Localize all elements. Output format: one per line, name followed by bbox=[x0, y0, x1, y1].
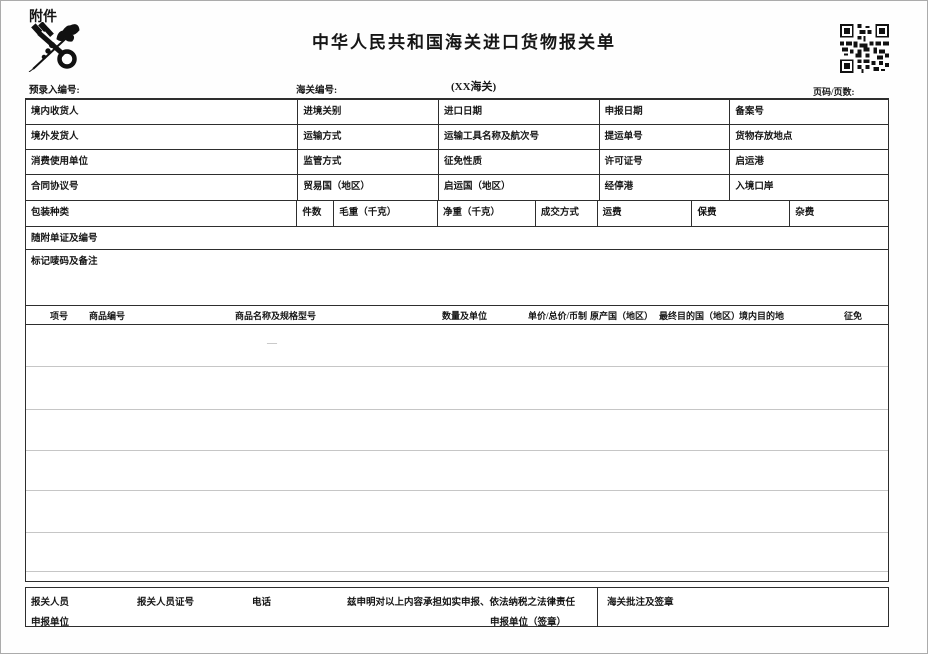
declaring-unit-seal-label: 申报单位（签章） bbox=[490, 618, 567, 628]
customs-note-label: 海关批注及签章 bbox=[607, 598, 674, 608]
field-vessel-voyage: 运输工具名称及航次号 bbox=[439, 125, 600, 149]
scan-artifact-dash: — bbox=[267, 338, 277, 349]
phone-label: 电话 bbox=[252, 598, 272, 608]
field-record-number: 备案号 bbox=[735, 107, 764, 117]
field-transport-mode: 运输方式 bbox=[298, 125, 440, 149]
field-consignor: 境外发货人 bbox=[26, 125, 299, 149]
field-levy-nature: 征免性质 bbox=[439, 150, 600, 174]
items-header-quantity-unit: 数量及单位 bbox=[442, 311, 488, 321]
table-row: 境内收货人 进境关别 进口日期 申报日期 备案号 bbox=[26, 100, 888, 125]
field-marks-remarks: 标记唛码及备注 bbox=[31, 257, 98, 267]
field-piece-count: 件数 bbox=[297, 201, 335, 226]
field-gross-weight: 毛重（千克） bbox=[334, 201, 439, 226]
field-misc-fees: 杂费 bbox=[795, 208, 815, 218]
field-insurance: 保费 bbox=[692, 201, 791, 226]
item-row bbox=[26, 367, 888, 410]
item-row: — bbox=[26, 325, 888, 367]
customs-office: (XX海关) bbox=[451, 81, 497, 93]
item-row bbox=[26, 451, 888, 491]
field-supervision-mode: 监管方式 bbox=[298, 150, 440, 174]
field-trade-country: 贸易国（地区） bbox=[298, 175, 440, 200]
table-row: 消费使用单位 监管方式 征免性质 许可证号 启运港 bbox=[26, 150, 888, 175]
field-origin-country: 启运国（地区） bbox=[439, 175, 600, 200]
items-header-origin-country: 原产国（地区） bbox=[590, 311, 654, 321]
field-bill-number: 提运单号 bbox=[600, 125, 731, 149]
field-consumer-unit: 消费使用单位 bbox=[26, 150, 299, 174]
items-header-price-currency: 单价/总价/币制 bbox=[528, 311, 588, 321]
items-header-commodity-name: 商品名称及规格型号 bbox=[235, 311, 317, 321]
field-entry-customs: 进境关别 bbox=[298, 100, 440, 124]
table-row-marks: 标记唛码及备注 bbox=[26, 250, 888, 306]
field-net-weight: 净重（千克） bbox=[438, 201, 536, 226]
pre-entry-number-label: 预录入编号: bbox=[29, 86, 80, 96]
page-number-label: 页码/页数: bbox=[813, 87, 855, 97]
items-body: — bbox=[26, 325, 888, 581]
footer-customs-cell: 海关批注及签章 bbox=[598, 588, 888, 626]
field-departure-port: 启运港 bbox=[735, 157, 764, 167]
declaration-table: 境内收货人 进境关别 进口日期 申报日期 备案号 境外发货人 运输方式 运输工具… bbox=[25, 98, 889, 582]
table-row: 境外发货人 运输方式 运输工具名称及航次号 提运单号 货物存放地点 bbox=[26, 125, 888, 150]
declaration-footer: 报关人员 报关人员证号 电话 兹申明对以上内容承担如实申报、依法纳税之法律责任 … bbox=[25, 587, 889, 628]
field-declare-date: 申报日期 bbox=[600, 100, 731, 124]
declaration-statement: 兹申明对以上内容承担如实申报、依法纳税之法律责任 bbox=[347, 598, 576, 608]
items-header-item-no: 项号 bbox=[50, 311, 69, 321]
item-row bbox=[26, 491, 888, 533]
item-row bbox=[26, 533, 888, 572]
field-consignee: 境内收货人 bbox=[26, 100, 299, 124]
items-header-commodity-code: 商品编号 bbox=[89, 311, 126, 321]
items-header-levy-exemption: 征免 bbox=[844, 311, 863, 321]
field-storage-place: 货物存放地点 bbox=[735, 132, 793, 142]
field-import-date: 进口日期 bbox=[439, 100, 600, 124]
declaring-unit-label: 申报单位 bbox=[31, 618, 70, 628]
item-row bbox=[26, 410, 888, 451]
field-accompanying-documents: 随附单证及编号 bbox=[31, 234, 98, 244]
table-row: 合同协议号 贸易国（地区） 启运国（地区） 经停港 入境口岸 bbox=[26, 175, 888, 201]
items-header-destination-country: 最终目的国（地区） bbox=[659, 311, 741, 321]
items-header-row: 项号 商品编号 商品名称及规格型号 数量及单位 单价/总价/币制 原产国（地区）… bbox=[26, 306, 888, 325]
field-package-type: 包装种类 bbox=[26, 201, 298, 226]
footer-declarant-cell: 报关人员 报关人员证号 电话 兹申明对以上内容承担如实申报、依法纳税之法律责任 … bbox=[26, 588, 598, 628]
field-entry-port: 入境口岸 bbox=[735, 182, 774, 192]
attachment-label: 附件 bbox=[29, 10, 57, 25]
field-transit-port: 经停港 bbox=[600, 175, 731, 200]
table-bottom-strip bbox=[26, 572, 888, 581]
field-transaction-mode: 成交方式 bbox=[536, 201, 598, 226]
customs-emblem-icon bbox=[26, 21, 80, 77]
declarant-label: 报关人员 bbox=[31, 598, 70, 608]
page-title: 中华人民共和国海关进口货物报关单 bbox=[312, 33, 616, 52]
customs-number-label: 海关编号: bbox=[296, 86, 338, 96]
declarant-id-label: 报关人员证号 bbox=[137, 598, 195, 608]
items-header-domestic-destination: 境内目的地 bbox=[739, 311, 785, 321]
field-license-number: 许可证号 bbox=[600, 150, 731, 174]
field-contract-number: 合同协议号 bbox=[26, 175, 299, 200]
table-row-documents: 随附单证及编号 bbox=[26, 227, 888, 250]
table-row-packaging: 包装种类 件数 毛重（千克） 净重（千克） 成交方式 运费 保费 杂费 bbox=[26, 201, 888, 227]
qr-code-icon bbox=[839, 24, 890, 78]
field-freight: 运费 bbox=[598, 201, 693, 226]
